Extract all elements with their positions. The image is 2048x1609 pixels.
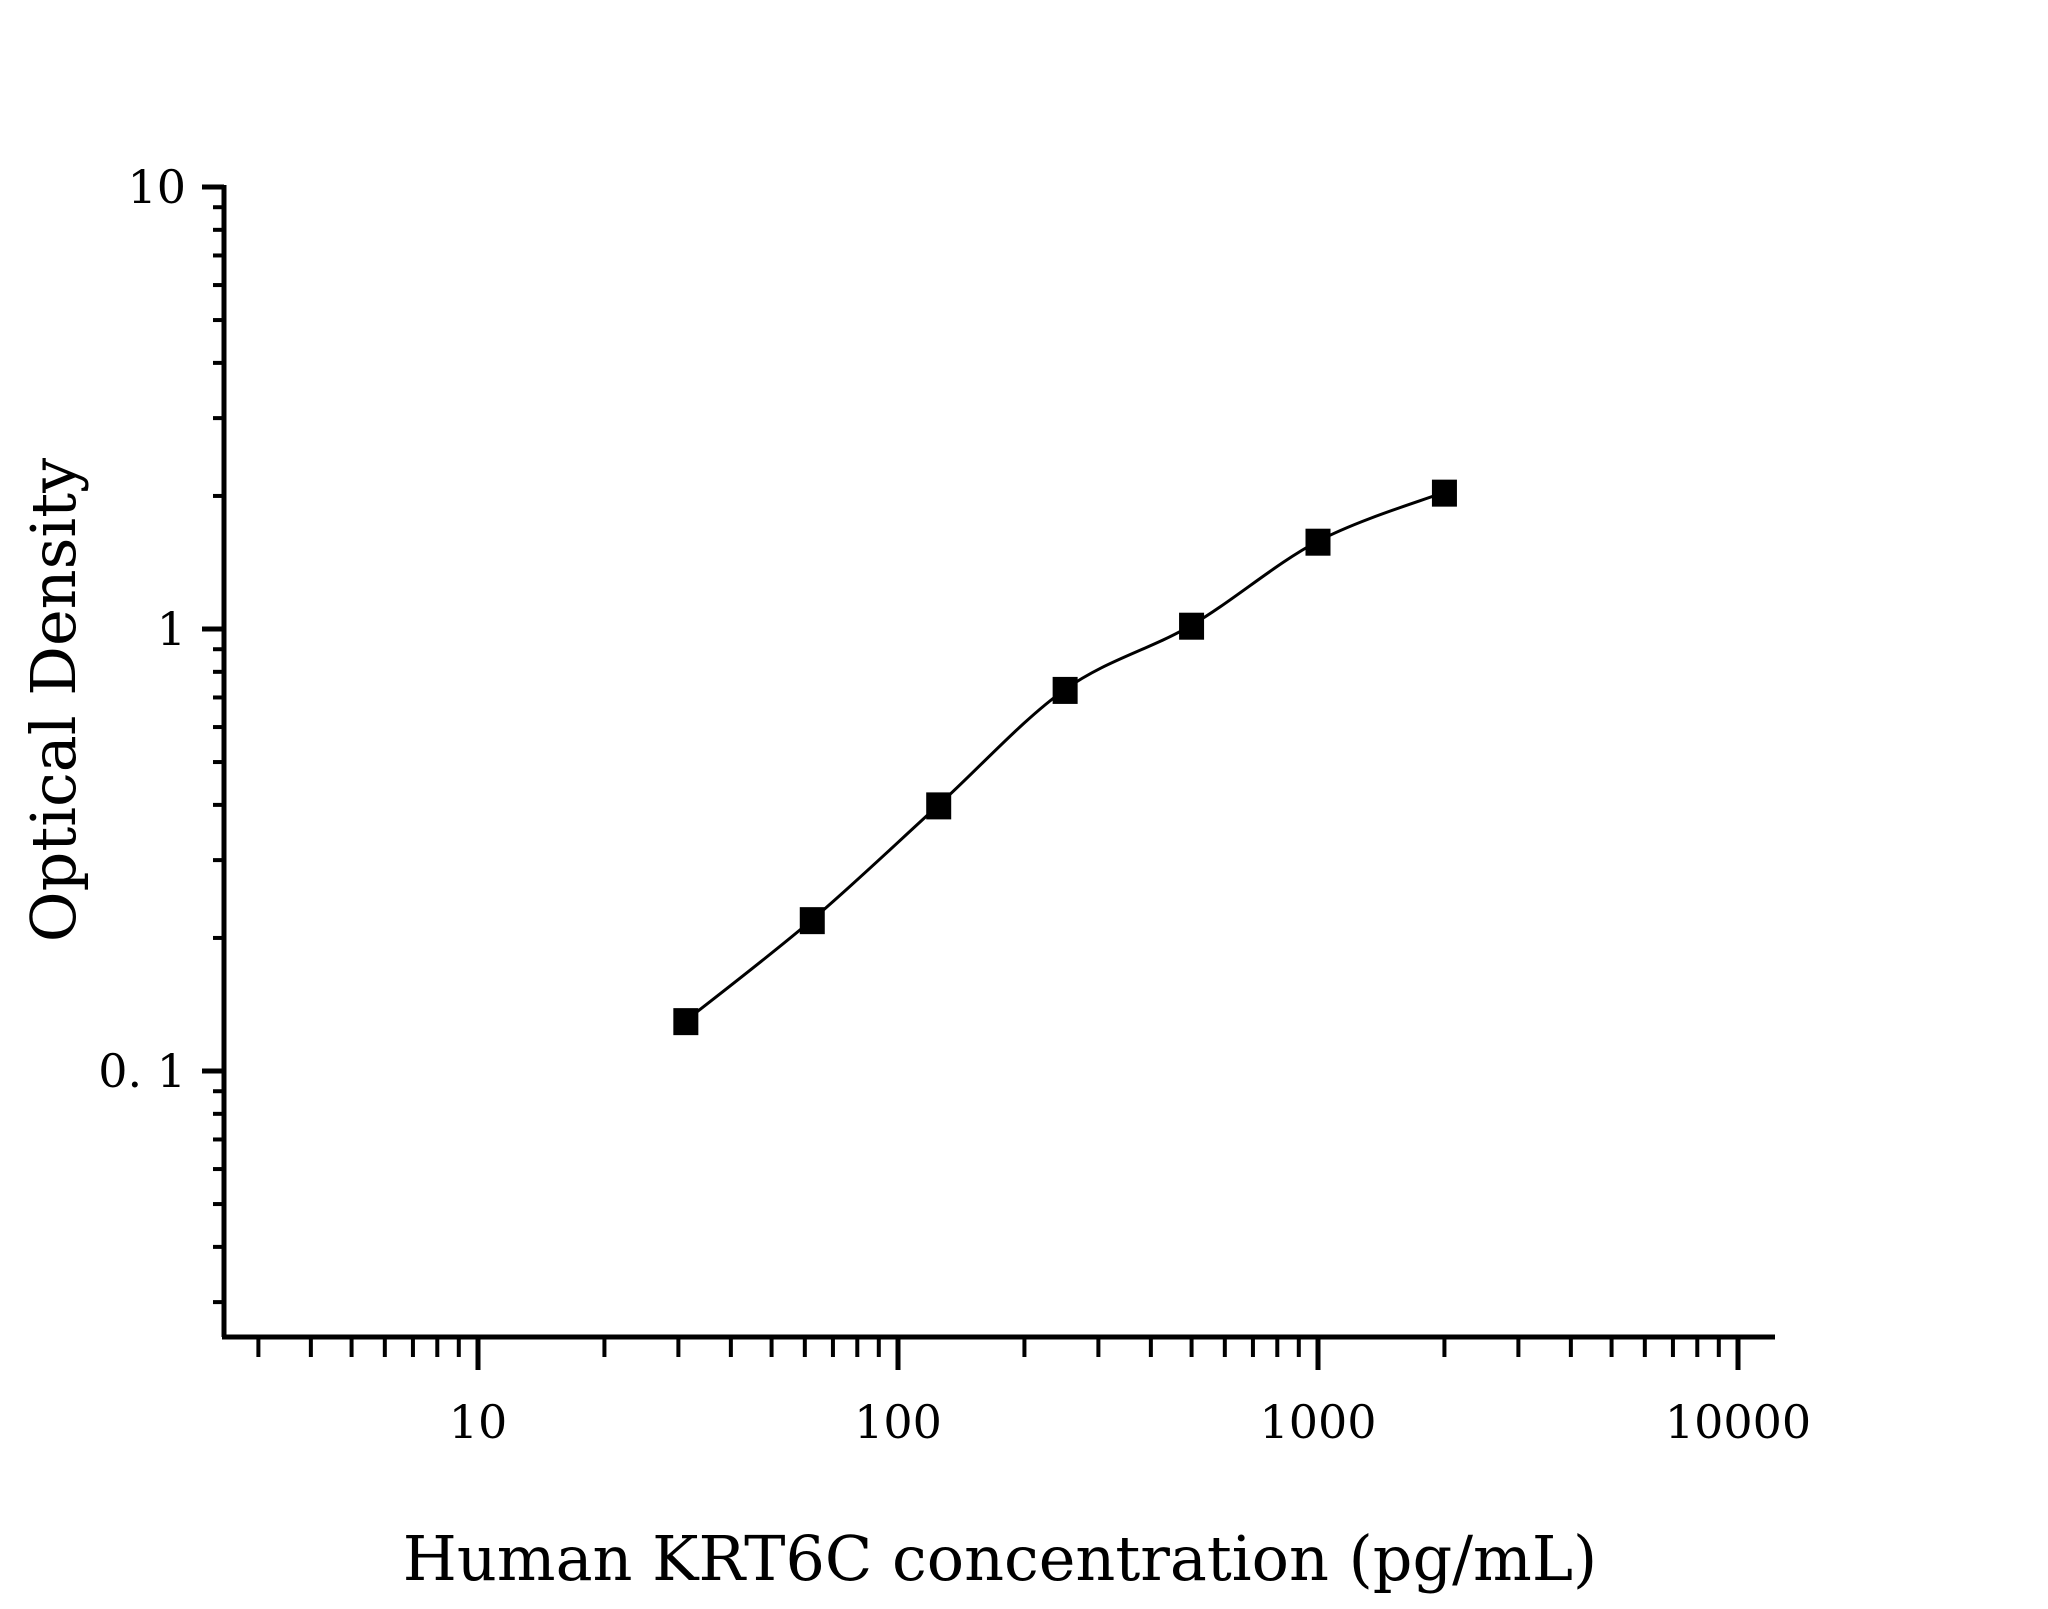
standard-curve-line xyxy=(684,490,1445,1022)
data-point-marker xyxy=(1052,676,1078,704)
data-point-marker xyxy=(1179,612,1205,640)
data-point-marker xyxy=(1305,528,1331,556)
x-tick-label: 10000 xyxy=(1665,1395,1811,1449)
data-point-marker xyxy=(926,792,952,820)
tick-labels-group: 10 100 1000 10000 10 1 0. 1 xyxy=(98,160,1811,1449)
y-tick-label: 0. 1 xyxy=(98,1044,186,1098)
y-tick-label: 10 xyxy=(127,160,186,214)
y-axis-title: Optical Density xyxy=(17,458,90,942)
axes-group xyxy=(221,185,1775,1340)
data-point-marker xyxy=(799,907,825,935)
x-tick-label: 100 xyxy=(854,1395,942,1449)
data-series-group xyxy=(673,479,1457,1036)
y-tick-label: 1 xyxy=(157,602,186,656)
x-tick-label: 1000 xyxy=(1259,1395,1376,1449)
axis-ticks-group xyxy=(202,184,1741,1370)
x-axis-title: Human KRT6C concentration (pg/mL) xyxy=(403,1522,1597,1595)
data-points-group xyxy=(673,479,1457,1036)
data-point-marker xyxy=(1431,479,1457,507)
data-point-marker xyxy=(673,1008,699,1036)
x-tick-label: 10 xyxy=(449,1395,508,1449)
